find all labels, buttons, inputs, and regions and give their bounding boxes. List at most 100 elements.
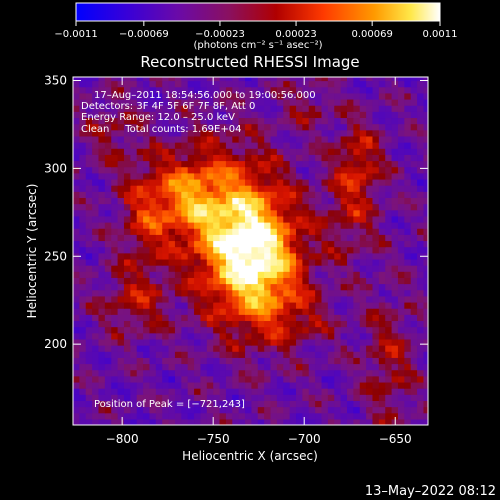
- heatmap-cell: [334, 166, 342, 174]
- heatmap-cell: [346, 80, 354, 88]
- heatmap-cell: [130, 135, 138, 143]
- heatmap-cell: [251, 338, 259, 346]
- y-tick-label: 250: [44, 249, 67, 263]
- heatmap-cell: [315, 363, 323, 371]
- heatmap-cell: [283, 209, 291, 217]
- heatmap-cell: [423, 129, 428, 137]
- heatmap-cell: [206, 197, 214, 205]
- heatmap-cell: [372, 142, 380, 149]
- heatmap-cell: [130, 111, 138, 119]
- heatmap-cell: [283, 295, 291, 303]
- heatmap-cell: [346, 265, 354, 272]
- heatmap-cell: [187, 191, 195, 198]
- heatmap-cell: [143, 388, 151, 395]
- heatmap-cell: [92, 185, 100, 192]
- heatmap-cell: [276, 381, 284, 389]
- heatmap-cell: [92, 289, 100, 297]
- heatmap-cell: [225, 271, 233, 278]
- heatmap-cell: [104, 148, 112, 155]
- heatmap-cell: [168, 191, 176, 198]
- heatmap-cell: [143, 129, 151, 137]
- heatmap-cell: [117, 215, 125, 223]
- heatmap-cell: [92, 129, 100, 137]
- heatmap-cell: [149, 148, 157, 155]
- heatmap-cell: [130, 412, 138, 420]
- heatmap-cell: [219, 400, 227, 408]
- heatmap-cell: [302, 142, 310, 149]
- heatmap-cell: [174, 148, 182, 155]
- heatmap-cell: [353, 406, 361, 414]
- heatmap-cell: [174, 191, 182, 198]
- heatmap-cell: [111, 252, 119, 260]
- heatmap-cell: [73, 363, 80, 371]
- heatmap-cell: [302, 375, 310, 383]
- heatmap-cell: [302, 228, 310, 235]
- heatmap-cell: [270, 381, 278, 389]
- heatmap-cell: [283, 363, 291, 371]
- heatmap-cell: [130, 185, 138, 192]
- heatmap-cell: [136, 92, 144, 100]
- heatmap-cell: [397, 271, 405, 278]
- heatmap-cell: [136, 406, 144, 414]
- heatmap-cell: [104, 388, 112, 395]
- heatmap-cell: [168, 77, 176, 82]
- heatmap-cell: [181, 197, 189, 205]
- heatmap-cell: [334, 80, 342, 88]
- heatmap-cell: [181, 228, 189, 235]
- heatmap-cell: [251, 271, 259, 278]
- heatmap-cell: [225, 289, 233, 297]
- heatmap-cell: [264, 142, 272, 149]
- heatmap-cell: [397, 240, 405, 248]
- heatmap-cell: [136, 197, 144, 205]
- heatmap-cell: [327, 98, 335, 106]
- heatmap-cell: [296, 148, 303, 155]
- heatmap-cell: [257, 80, 265, 88]
- heatmap-cell: [340, 215, 348, 223]
- heatmap-cell: [187, 394, 195, 401]
- heatmap-cell: [296, 98, 303, 106]
- heatmap-cell: [270, 277, 278, 285]
- plot-frame: [72, 76, 429, 426]
- heatmap-cell: [123, 197, 131, 205]
- heatmap-cell: [130, 160, 138, 168]
- heatmap-cell: [213, 86, 221, 94]
- heatmap-cell: [232, 123, 240, 131]
- heatmap-cell: [385, 271, 393, 278]
- heatmap-cell: [289, 123, 297, 131]
- heatmap-cell: [181, 394, 189, 401]
- heatmap-cell: [111, 166, 119, 174]
- heatmap-cell: [149, 418, 157, 425]
- heatmap-cell: [404, 345, 412, 352]
- heatmap-cell: [155, 135, 163, 143]
- heatmap-cell: [104, 277, 112, 285]
- heatmap-cell: [276, 320, 284, 328]
- heatmap-cell: [270, 400, 278, 408]
- heatmap-cell: [334, 77, 342, 82]
- heatmap-cell: [155, 357, 163, 365]
- heatmap-cell: [366, 345, 374, 352]
- heatmap-cell: [245, 148, 253, 155]
- heatmap-cell: [238, 258, 246, 266]
- heatmap-cell: [85, 234, 93, 242]
- heatmap-cell: [423, 154, 428, 162]
- heatmap-cell: [372, 283, 380, 291]
- heatmap-cell: [206, 117, 214, 125]
- heatmap-cell: [162, 197, 170, 205]
- heatmap-cell: [366, 308, 374, 315]
- heatmap-cell: [206, 240, 214, 248]
- heatmap-cell: [73, 228, 80, 235]
- heatmap-cell: [264, 369, 272, 377]
- heatmap-cell: [232, 148, 240, 155]
- heatmap-cell: [353, 129, 361, 137]
- heatmap-cell: [181, 320, 189, 328]
- heatmap-cell: [123, 209, 131, 217]
- heatmap-cell: [123, 148, 131, 155]
- x-tick-label: −800: [106, 432, 139, 446]
- heatmap-cell: [104, 308, 112, 315]
- heatmap-cell: [238, 357, 246, 365]
- heatmap-cell: [372, 412, 380, 420]
- heatmap-cell: [423, 203, 428, 211]
- heatmap-cell: [385, 191, 393, 198]
- heatmap-cell: [366, 252, 374, 260]
- heatmap-cell: [143, 77, 151, 82]
